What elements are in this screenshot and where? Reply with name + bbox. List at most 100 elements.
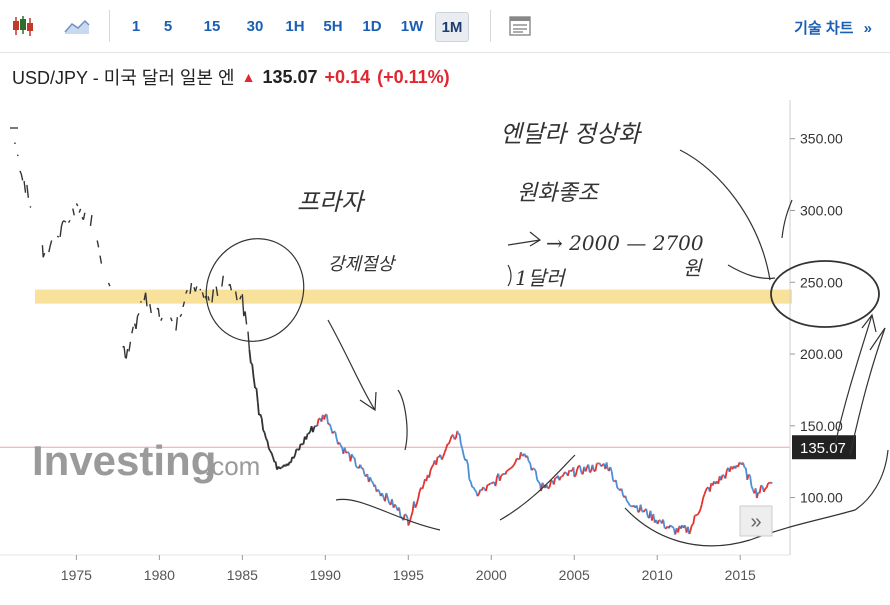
series-segment [658,520,659,524]
series-segment [140,302,141,303]
series-segment [230,284,231,290]
x-tick-label: 2015 [725,567,756,583]
series-segment [607,462,608,468]
series-segment [467,460,468,465]
series-segment [378,490,379,492]
series-segment [690,525,691,531]
series-segment [222,276,223,287]
series-segment [699,510,700,513]
series-segment [702,498,703,505]
series-segment [627,501,628,503]
price-change-percent: (+0.11%) [377,67,450,88]
series-segment [339,442,340,445]
series-segment [511,467,512,468]
series-segment [738,462,739,466]
series-segment [79,209,80,213]
series-segment [429,470,430,477]
series-segment [260,414,261,418]
toolbar-separator [109,10,110,42]
interval-1d-button[interactable]: 1D [358,12,386,40]
series-segment [363,468,364,474]
last-price-badge-label: 135.07 [800,440,846,457]
area-chart-icon[interactable] [62,12,92,40]
series-segment [180,314,181,317]
series-segment [533,468,534,469]
x-tick-label: 1975 [61,567,92,583]
series-segment [697,513,698,515]
series-segment [395,504,396,506]
candlestick-icon[interactable] [8,12,38,40]
annotation-normalize: 엔달라 정상화 [500,120,642,148]
interval-1m-button[interactable]: 1M [435,12,469,42]
series-segment [751,486,752,489]
interval-1-button[interactable]: 1 [125,12,147,40]
interval-1w-button[interactable]: 1W [396,12,428,40]
series-segment [689,531,690,534]
series-segment [171,318,172,321]
handwritten-curve [336,499,440,530]
series-segment [449,440,450,444]
series-segment [764,489,765,492]
x-tick-label: 1985 [227,567,258,583]
last-price: 135.07 [262,67,317,88]
series-segment [317,419,318,426]
series-segment [281,467,282,468]
interval-15-button[interactable]: 15 [198,12,226,40]
series-segment [565,472,566,473]
series-segment [672,527,673,528]
series-segment [265,433,266,439]
series-segment [295,449,296,455]
series-segment [705,490,706,494]
double-chevron-icon: » [864,20,872,37]
series-segment [20,171,21,174]
interval-30-button[interactable]: 30 [240,12,270,40]
annotation-range: → 2000 — 2700 [546,231,704,255]
series-segment [90,215,91,226]
interval-5h-button[interactable]: 5H [318,12,348,40]
series-segment [771,482,772,483]
x-tick-label: 2010 [642,567,673,583]
series-segment [254,377,255,388]
series-segment [137,313,138,316]
interval-5-button[interactable]: 5 [157,12,179,40]
watermark-suffix: .com [204,451,260,481]
y-tick-label: 350.00 [800,131,843,147]
series-segment [256,388,257,403]
series-segment [158,308,159,317]
series-segment [496,477,497,486]
series-segment [505,471,506,475]
technical-chart-link[interactable]: 기술 차트 » [794,17,872,38]
series-segment [341,446,342,447]
series-segment [469,480,470,482]
series-segment [622,489,623,495]
highlight-band [35,290,792,304]
series-segment [332,432,333,434]
series-segment [445,449,446,453]
series-segment [548,487,549,488]
series-segment [527,456,528,462]
series-segment [512,465,513,467]
series-segment [129,342,130,352]
handwritten-stroke [398,390,407,450]
series-segment [382,493,383,497]
series-segment [450,436,451,440]
y-tick-label: 300.00 [800,202,843,218]
series-segment [601,465,602,466]
series-segment [767,483,768,487]
series-segment [436,457,437,465]
series-segment [574,467,575,476]
interval-1h-button[interactable]: 1H [280,12,310,40]
series-segment [49,246,50,252]
series-segment [386,493,387,498]
series-segment [262,419,263,431]
series-segment [580,466,581,473]
series-segment [612,471,613,481]
series-segment [593,465,594,471]
series-segment [576,470,577,476]
series-segment [700,505,701,510]
series-segment [446,444,447,449]
series-segment [577,466,578,470]
table-icon[interactable] [505,12,535,40]
series-segment [628,503,629,506]
